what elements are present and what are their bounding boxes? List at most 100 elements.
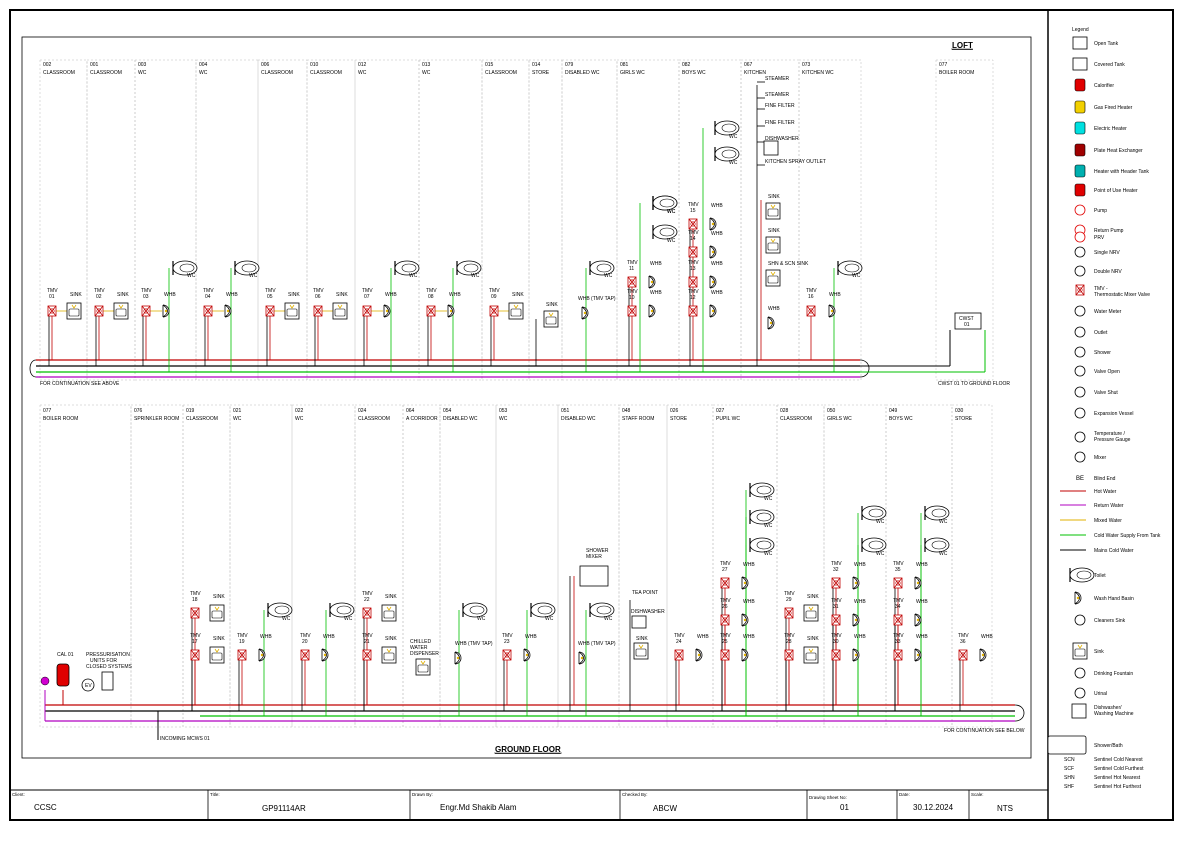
loft-tmv-number-1: 02 (96, 294, 102, 300)
loft-tmv-number-5: 06 (315, 294, 321, 300)
toilet-icon (861, 537, 887, 553)
sink-icon (508, 302, 524, 320)
expansion-vessel-label: EV (85, 683, 92, 689)
legend-symbol-2 (1074, 78, 1086, 92)
staff-sink-label: SINK (636, 636, 648, 642)
legend-item-24: Return Water (1094, 503, 1124, 509)
tmv-valve-12 (688, 305, 698, 317)
title-value: GP91114AR (262, 804, 306, 813)
ground-room-name-15: BOYS WC (889, 416, 913, 422)
wash-hand-basin-icon (523, 648, 531, 662)
legend-item-2: Calorifier (1094, 83, 1114, 89)
legend-item-33: Urinal (1094, 691, 1107, 697)
loft-room-code-12: 082 (682, 62, 691, 68)
legend-item-7: Point of Use Heater (1094, 188, 1138, 194)
gf-wc-label-4: WC (604, 616, 613, 622)
ground-room-name-12: PUPIL WC (716, 416, 740, 422)
gf-whb-label-2: WHB (260, 634, 272, 640)
tmv-valve-16 (806, 305, 816, 317)
loft-room-name-14: KITCHEN WC (802, 70, 834, 76)
toilet-icon (462, 602, 488, 618)
legend-item-12: Double NRV (1094, 269, 1122, 275)
tmv-valve-30 (831, 649, 841, 661)
wash-hand-basin-icon (162, 304, 170, 318)
legend-symbol-4 (1074, 121, 1086, 135)
gf-wc-label-3: WC (545, 616, 554, 622)
client-label: Client: (12, 792, 25, 797)
tmv-valve-07 (362, 305, 372, 317)
ground-room-code-4: 022 (295, 408, 304, 414)
continuation-below-note: FOR CONTINUATION SEE BELOW (944, 728, 1025, 734)
gf-wc-label-0: WC (282, 616, 291, 622)
loft-stack-whb-label-3: WHB (711, 261, 723, 267)
wash-hand-basin-icon (383, 304, 391, 318)
ground-room-code-16: 030 (955, 408, 964, 414)
tmv-valve-11 (627, 276, 637, 288)
tmv-valve-34 (893, 614, 903, 626)
loft-stack-tmv-number-1: 11 (629, 266, 634, 272)
gf-whb-label-3: WHB (323, 634, 335, 640)
legend-item-4: Electric Heater (1094, 126, 1127, 132)
sink-icon (543, 310, 559, 328)
tmv-valve-24 (674, 649, 684, 661)
loft-stack-whb-label-0: WHB (650, 290, 662, 296)
gf-tmv-number-10: 27 (722, 567, 728, 573)
drawn-by-label: Drawn By: (412, 792, 433, 797)
gf-tmv-label-12: TMV (784, 591, 795, 597)
loft-stack-whb-label-1: WHB (650, 261, 662, 267)
legend-item-3: Gas Fired Heater (1094, 105, 1133, 111)
gf-tmv-number-11: 28 (786, 639, 792, 645)
toilet-icon (924, 537, 950, 553)
toilet-icon (589, 602, 615, 618)
loft-sink-label-1: SINK (117, 292, 129, 298)
gf-tmv-number-4: 21 (364, 639, 370, 645)
ground-room-name-14: GIRLS WC (827, 416, 852, 422)
legend-whb-symbol (1074, 591, 1082, 605)
gf-disabled-whb-label-1: WHB (TMV TAP) (578, 641, 616, 647)
legend-item-19: Expansion Vessel (1094, 411, 1133, 417)
loft-room-name-4: CLASSROOM (261, 70, 293, 76)
cwst-number: 01 (964, 322, 970, 328)
loft-tmv-number-16: 16 (808, 294, 814, 300)
legend-item-1: Covered Tank (1094, 62, 1125, 68)
ground-room-code-13: 028 (780, 408, 789, 414)
pressurisation-unit-icon (101, 671, 114, 691)
legend-item-5: Plate Heat Exchanger (1094, 148, 1143, 154)
legend-item-9: Return Pump (1094, 228, 1124, 234)
ground-room-name-9: DISABLED WC (561, 416, 596, 422)
gf-sink-label-0: SINK (213, 636, 225, 642)
gf-tmv-label-0: TMV (190, 633, 201, 639)
loft-store-sink-label: SINK (546, 302, 558, 308)
legend-item-25: Mixed Water (1094, 518, 1122, 524)
loft-stack-whb-label-2: WHB (711, 290, 723, 296)
loft-room-code-0: 002 (43, 62, 52, 68)
loft-stack-whb-label-5: WHB (711, 203, 723, 209)
legend-item-0: Open Tank (1094, 41, 1119, 47)
sink-icon (66, 302, 82, 320)
ground-room-name-8: WC (499, 416, 508, 422)
tmv-valve-22 (362, 607, 372, 619)
sink-icon (209, 604, 225, 622)
legend-symbol-6 (1074, 164, 1086, 178)
toilet-icon (714, 120, 740, 136)
scale-label: Scale: (971, 792, 984, 797)
ground-room-name-7: DISABLED WC (443, 416, 478, 422)
loft-boys-wc-label-4: WC (667, 209, 676, 215)
loft-tmv-label-2: TMV (141, 288, 152, 294)
legend-abbrev-text-3: Sentinel Hot Furthest (1094, 784, 1142, 790)
ground-room-code-11: 026 (670, 408, 679, 414)
ground-room-code-3: 021 (233, 408, 242, 414)
gf-tmv-number-18: 35 (895, 567, 901, 573)
gf-tmv-label-9: TMV (720, 598, 731, 604)
loft-tmv-label-6: TMV (362, 288, 373, 294)
legend-abbrev-code-3: SHF (1064, 784, 1074, 790)
staff-dishwasher-label: DISHWASHER (631, 609, 665, 615)
legend-symbol-5 (1074, 143, 1086, 157)
legend-item-34-b: Washing Machine (1094, 711, 1134, 717)
loft-stack-tmv-number-4: 14 (690, 236, 696, 242)
ground-room-name-11: STORE (670, 416, 688, 422)
kitchen-fixture-label-2: SHN & SCN SINK (768, 261, 809, 267)
shower-mixer-label: SHOWER (586, 548, 609, 554)
pressurisation-label-3: CLOSED SYSTEMS (86, 664, 133, 670)
gf-tmv-number-16: 33 (895, 639, 901, 645)
